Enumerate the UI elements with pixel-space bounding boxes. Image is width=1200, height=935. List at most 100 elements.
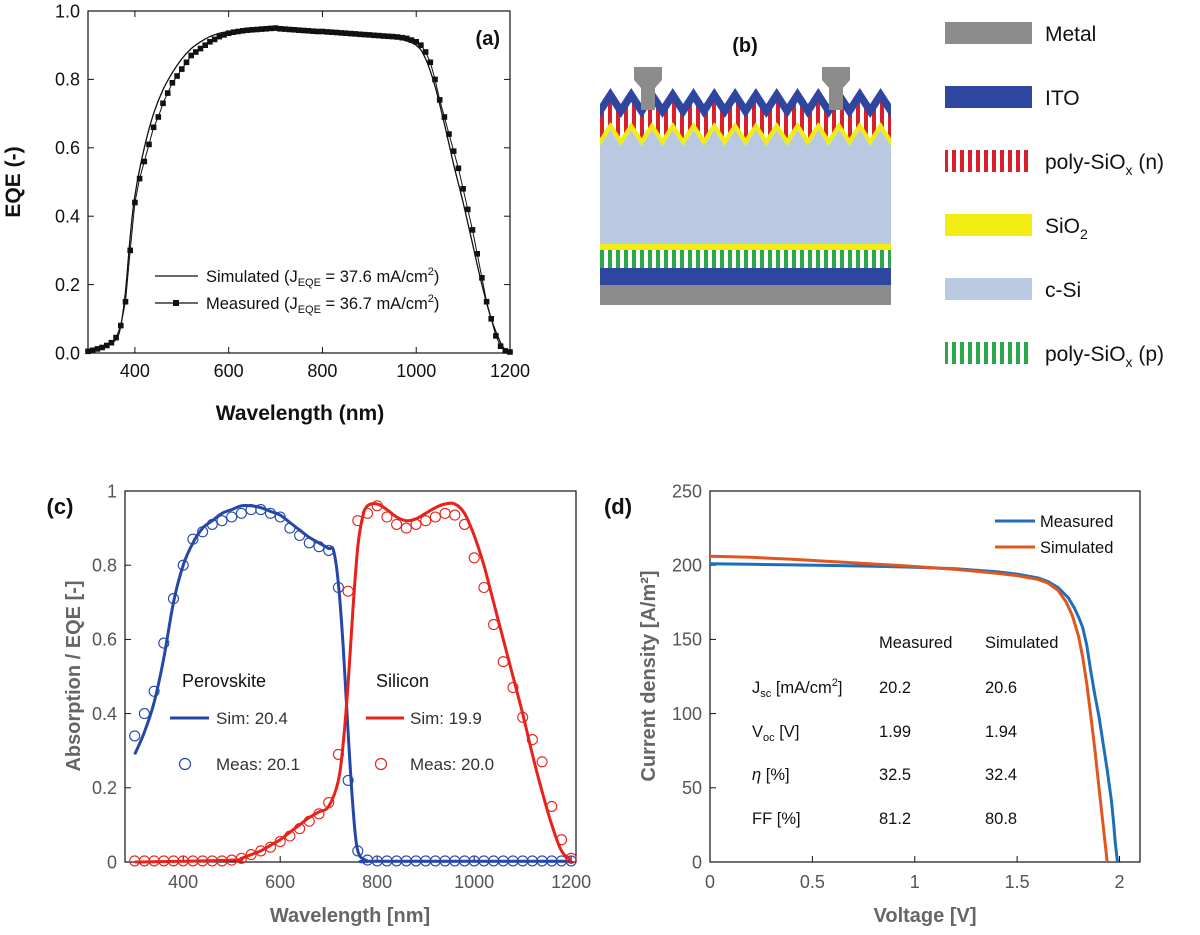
measured-point [305, 28, 312, 34]
d-legend-measured-text: Measured [1040, 513, 1113, 531]
legend-measured-marker [173, 300, 179, 306]
point-silicon-meas [323, 797, 335, 809]
point-silicon-meas [429, 511, 441, 523]
panel-a-series [85, 25, 513, 355]
y-tick-label: 0.2 [92, 778, 117, 798]
series-perovskite-sim [133, 503, 572, 864]
measured-point [136, 175, 143, 182]
x-tick-label: 1 [910, 872, 920, 892]
si-meas-legend-marker [374, 757, 388, 771]
y-tick-label: 0.2 [55, 275, 80, 295]
measured-point [352, 31, 359, 37]
measured-point [150, 124, 157, 131]
measured-point [244, 27, 251, 33]
measured-point [361, 31, 368, 38]
row-voc-measured: 1.99 [879, 723, 911, 741]
measured-point [333, 29, 340, 36]
legend-swatch-poly-p [945, 342, 1032, 364]
pv-sim-legend-text: Sim: 20.4 [216, 709, 288, 728]
point-silicon-meas [410, 518, 422, 530]
x-tick-label: 0 [705, 872, 715, 892]
panel-c-ylabel: Absorption / EQE [-] [63, 580, 85, 771]
panel-d-ylabel: Current density [A/m²] [638, 570, 660, 781]
layer-ito-front [600, 88, 891, 120]
point-silicon-meas [458, 518, 471, 530]
measured-point [99, 344, 105, 351]
measured-point [263, 26, 269, 32]
measured-point [296, 27, 302, 33]
measured-point [254, 26, 260, 33]
row-ff-simulated: 80.8 [985, 810, 1017, 828]
point-perovskite-meas [148, 685, 160, 697]
point-silicon-meas [313, 808, 325, 820]
measured-point [422, 49, 429, 55]
panel-d-ticks: 0 0.5 1 1.5 2 0 50 100 150 200 250 [672, 481, 1125, 892]
measured-point [89, 347, 96, 354]
point-silicon-meas [488, 619, 500, 631]
measured-point [399, 34, 405, 41]
legend-label-sio2: SiO2 [1045, 215, 1088, 242]
layer-csi-texture [600, 130, 891, 150]
legend-swatch-sio2 [945, 214, 1032, 236]
point-silicon-meas [555, 834, 568, 846]
point-silicon-meas [235, 852, 247, 864]
point-silicon-meas [332, 748, 344, 760]
measured-point [122, 298, 129, 305]
point-silicon-meas [478, 581, 490, 594]
series-measured [709, 562, 1119, 863]
layer-poly-p [600, 250, 891, 268]
row-eta-label: η [%] [752, 766, 790, 784]
panel-b-label: (b) [732, 35, 758, 57]
measured-point [413, 39, 419, 45]
measured-point [502, 348, 509, 354]
y-tick-label: 0 [107, 852, 117, 872]
point-perovskite-meas [167, 593, 180, 605]
panel-c-series [129, 500, 577, 867]
point-silicon-meas [400, 522, 412, 534]
d-legend-simulated-text: Simulated [1040, 539, 1113, 557]
y-tick-label: 1.0 [55, 1, 80, 21]
measured-point [104, 342, 110, 349]
measured-point [164, 90, 171, 96]
measured-point [427, 59, 434, 66]
silicon-label: Silicon [376, 671, 429, 691]
point-silicon-meas [391, 518, 403, 530]
legend-label-ito: ITO [1045, 87, 1080, 110]
point-silicon-meas [255, 845, 267, 857]
measured-point [497, 343, 504, 349]
legend-swatch-csi [945, 278, 1032, 300]
measured-point [488, 316, 494, 322]
panel-c-frame [124, 490, 577, 863]
point-perovskite-meas [303, 537, 315, 549]
measured-point [188, 52, 194, 59]
panel-c-xlabel: Wavelength [nm] [270, 905, 430, 927]
measured-point [329, 29, 335, 35]
point-perovskite-meas [313, 541, 325, 553]
panel-a-label: (a) [476, 28, 500, 50]
panel-a-legend: Simulated (JEQE = 37.6 mA/cm2) Measured … [155, 266, 439, 316]
row-ff-label: FF [%] [752, 810, 801, 828]
y-tick-label: 0.6 [92, 630, 117, 650]
measured-point [277, 26, 283, 32]
measured-point [216, 33, 223, 40]
point-perovskite-meas [216, 515, 228, 527]
x-tick-label: 400 [168, 872, 198, 892]
measured-point [357, 31, 363, 38]
legend-swatch-poly-n [945, 150, 1032, 172]
point-perovskite-meas [352, 845, 364, 857]
measured-point [446, 131, 452, 137]
point-silicon-meas [420, 515, 432, 527]
legend-label-poly-p: poly-SiOx (p) [1045, 343, 1164, 370]
layer-sio2-rear [600, 244, 891, 250]
measured-point [479, 275, 485, 281]
front-metal-finger-2 [822, 67, 850, 110]
legend-label-poly-n: poly-SiOx (n) [1045, 151, 1164, 178]
measured-point [493, 333, 499, 339]
row-jsc-label: Jsc [mA/cm2] [752, 677, 842, 700]
measured-point [169, 80, 176, 86]
row-jsc-measured: 20.2 [879, 679, 911, 697]
y-tick-label: 150 [672, 630, 702, 650]
panel-d-jv-chart: 0 0.5 1 1.5 2 0 50 100 150 200 250 (d) Voltage [V]… [604, 481, 1141, 927]
y-tick-label: 200 [672, 556, 702, 576]
